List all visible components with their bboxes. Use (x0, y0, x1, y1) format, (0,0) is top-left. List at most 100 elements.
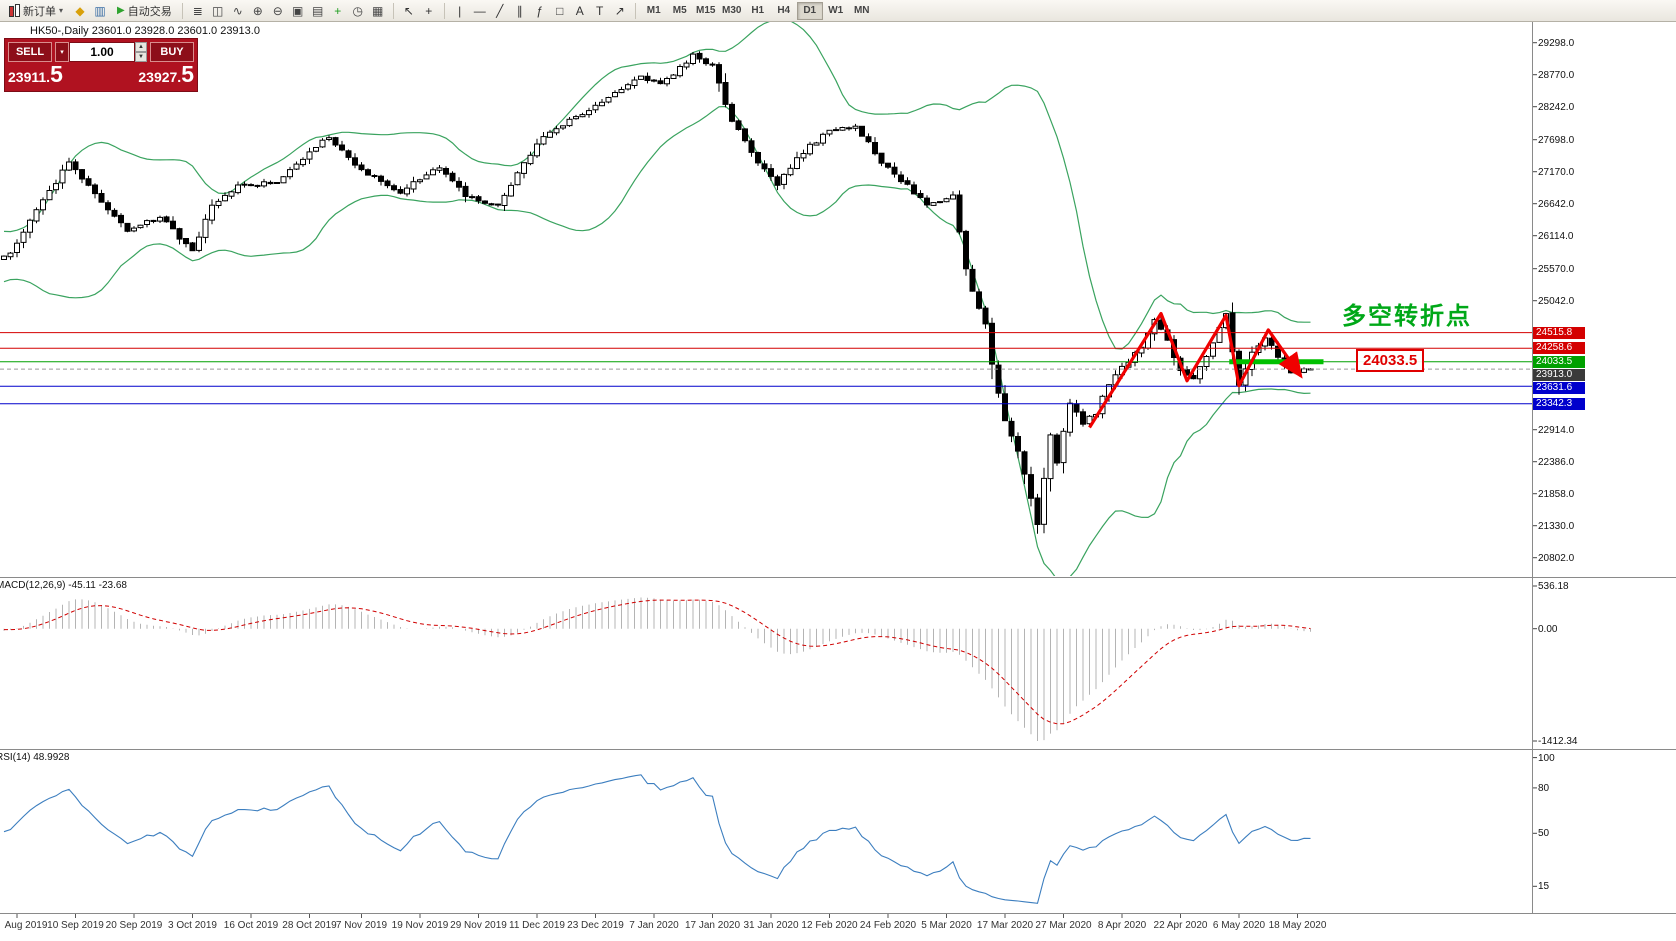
date-axis-label: 7 Nov 2019 (335, 920, 388, 931)
price-line-badge: 23631.6 (1533, 382, 1585, 394)
date-axis-label: 17 Jan 2020 (684, 920, 741, 931)
indicators-icon: + (334, 3, 342, 18)
shapes-icon: □ (556, 3, 564, 18)
date-axis-label: 19 Nov 2019 (391, 920, 449, 931)
label-icon: T (596, 3, 604, 18)
new-order-icon (9, 3, 20, 17)
price-axis-label: 20802.0 (1538, 553, 1575, 564)
price-axis-label: 22386.0 (1538, 457, 1575, 468)
volume-down-button[interactable]: ▼ (135, 52, 147, 62)
autotrading-label: 自动交易 (127, 5, 172, 18)
date-axis-label: 3 Oct 2019 (168, 920, 217, 931)
horizontal-line-button[interactable]: — (470, 2, 490, 20)
panel-separator[interactable] (0, 749, 1676, 750)
macd-axis-label: 536.18 (1538, 581, 1569, 592)
price-axis-label: 25042.0 (1538, 296, 1575, 307)
date-axis-label: 11 Dec 2019 (509, 920, 565, 931)
channel-button[interactable]: ∥ (510, 2, 530, 20)
date-axis-label: 10 Sep 2019 (47, 920, 104, 931)
date-axis-label: 29 Nov 2019 (450, 920, 507, 931)
rsi-axis-label: 100 (1538, 753, 1555, 764)
periods-button[interactable]: ◷ (348, 2, 368, 20)
sell-button[interactable]: SELL (8, 42, 52, 62)
buy-button[interactable]: BUY (150, 42, 194, 62)
price-axis-line (1532, 22, 1533, 913)
buy-price: 23927.5 (138, 61, 194, 87)
horizontal-line-icon: — (473, 3, 486, 18)
panel-separator[interactable] (0, 577, 1676, 578)
label-button[interactable]: T (590, 2, 610, 20)
caret-down-icon: ▾ (59, 6, 64, 15)
date-axis-label: Aug 2019 (4, 920, 48, 931)
date-axis-label: 22 Apr 2020 (1153, 920, 1208, 931)
cursor-icon: ↖ (403, 3, 414, 18)
toolbar-separator (392, 2, 394, 19)
play-icon: ▶ (117, 5, 125, 16)
date-axis-label: 28 Oct 2019 (282, 920, 337, 931)
price-line-badge: 24258.6 (1533, 342, 1585, 354)
crosshair-icon: + (425, 3, 433, 18)
candlestick-chart-button[interactable]: ◫ (208, 2, 228, 20)
date-axis-label: 18 May 2020 (1268, 920, 1327, 931)
line-chart-button[interactable]: ∿ (228, 2, 248, 20)
timeframe-m30-button[interactable]: M30 (719, 2, 745, 20)
crosshair-button[interactable]: + (419, 2, 439, 20)
price-axis-label: 22914.0 (1538, 425, 1575, 436)
bars-chart-button[interactable]: ≣ (188, 2, 208, 20)
volume-input[interactable] (69, 42, 135, 62)
arrows-icon: ↗ (614, 3, 625, 18)
turning-point-annotation: 多空转折点 (1342, 302, 1472, 330)
arrows-button[interactable]: ↗ (610, 2, 630, 20)
text-button[interactable]: A (570, 2, 590, 20)
price-axis-label: 26114.0 (1538, 231, 1574, 242)
zoom-in-button[interactable]: ⊕ (248, 2, 268, 20)
timeframe-h1-button[interactable]: H1 (745, 2, 771, 20)
toolbar-separator (634, 2, 636, 19)
price-line-badge: 23342.3 (1533, 398, 1585, 410)
new-chart-button[interactable]: ▤ (308, 2, 328, 20)
timeframe-h4-button[interactable]: H4 (771, 2, 797, 20)
macd-axis-label: 0.00 (1538, 624, 1558, 635)
timeframe-group: M1 M5 M15 M30 H1 H4 D1 W1 MN (641, 1, 875, 20)
shapes-button[interactable]: □ (550, 2, 570, 20)
timeframe-m15-button[interactable]: M15 (693, 2, 719, 20)
timeframe-mn-button[interactable]: MN (849, 2, 875, 20)
macd-histogram (3, 597, 1311, 741)
timeframe-m5-button[interactable]: M5 (667, 2, 693, 20)
tile-windows-icon: ▣ (292, 3, 304, 18)
timeframe-w1-button[interactable]: W1 (823, 2, 849, 20)
channel-icon: ∥ (516, 3, 523, 18)
volume-control: ▾ ▲ ▼ (55, 42, 147, 62)
indicators-button[interactable]: + (328, 2, 348, 20)
compass-button[interactable]: ◆ (70, 2, 90, 20)
cursor-button[interactable]: ↖ (399, 2, 419, 20)
fibonacci-button[interactable]: ƒ (530, 2, 550, 20)
templates-button[interactable]: ▦ (368, 2, 388, 20)
panel-separator (0, 913, 1676, 914)
trendline-button[interactable]: ╱ (490, 2, 510, 20)
rsi-axis-label: 15 (1538, 881, 1550, 892)
zoom-out-button[interactable]: ⊖ (268, 2, 288, 20)
date-axis-label: 7 Jan 2020 (629, 920, 679, 931)
vertical-line-button[interactable]: | (450, 2, 470, 20)
new-order-button[interactable]: 新订单 ▾ (4, 2, 68, 20)
new-order-label: 新订单 (23, 5, 56, 18)
market-watch-button[interactable]: ▥ (90, 2, 110, 20)
timeframe-d1-button[interactable]: D1 (796, 1, 823, 20)
compass-icon: ◆ (75, 3, 85, 18)
toolbar-separator (181, 2, 183, 19)
autotrading-button[interactable]: ▶ 自动交易 (112, 2, 177, 20)
timeframe-m1-button[interactable]: M1 (641, 2, 667, 20)
price-axis-label: 27170.0 (1538, 167, 1575, 178)
tile-windows-button[interactable]: ▣ (288, 2, 308, 20)
volume-dropdown-button[interactable]: ▾ (55, 42, 69, 62)
date-axis-label: 24 Feb 2020 (859, 920, 917, 931)
date-axis-label: 17 Mar 2020 (976, 920, 1034, 931)
bars-chart-icon: ≣ (192, 3, 203, 18)
price-axis-label: 26642.0 (1538, 199, 1575, 210)
volume-up-button[interactable]: ▲ (135, 42, 147, 52)
one-click-trading-panel: SELL ▾ ▲ ▼ BUY 23911.5 23927.5 (4, 38, 198, 92)
candlestick-chart-icon: ◫ (212, 3, 224, 18)
price-axis-label: 28242.0 (1538, 102, 1575, 113)
